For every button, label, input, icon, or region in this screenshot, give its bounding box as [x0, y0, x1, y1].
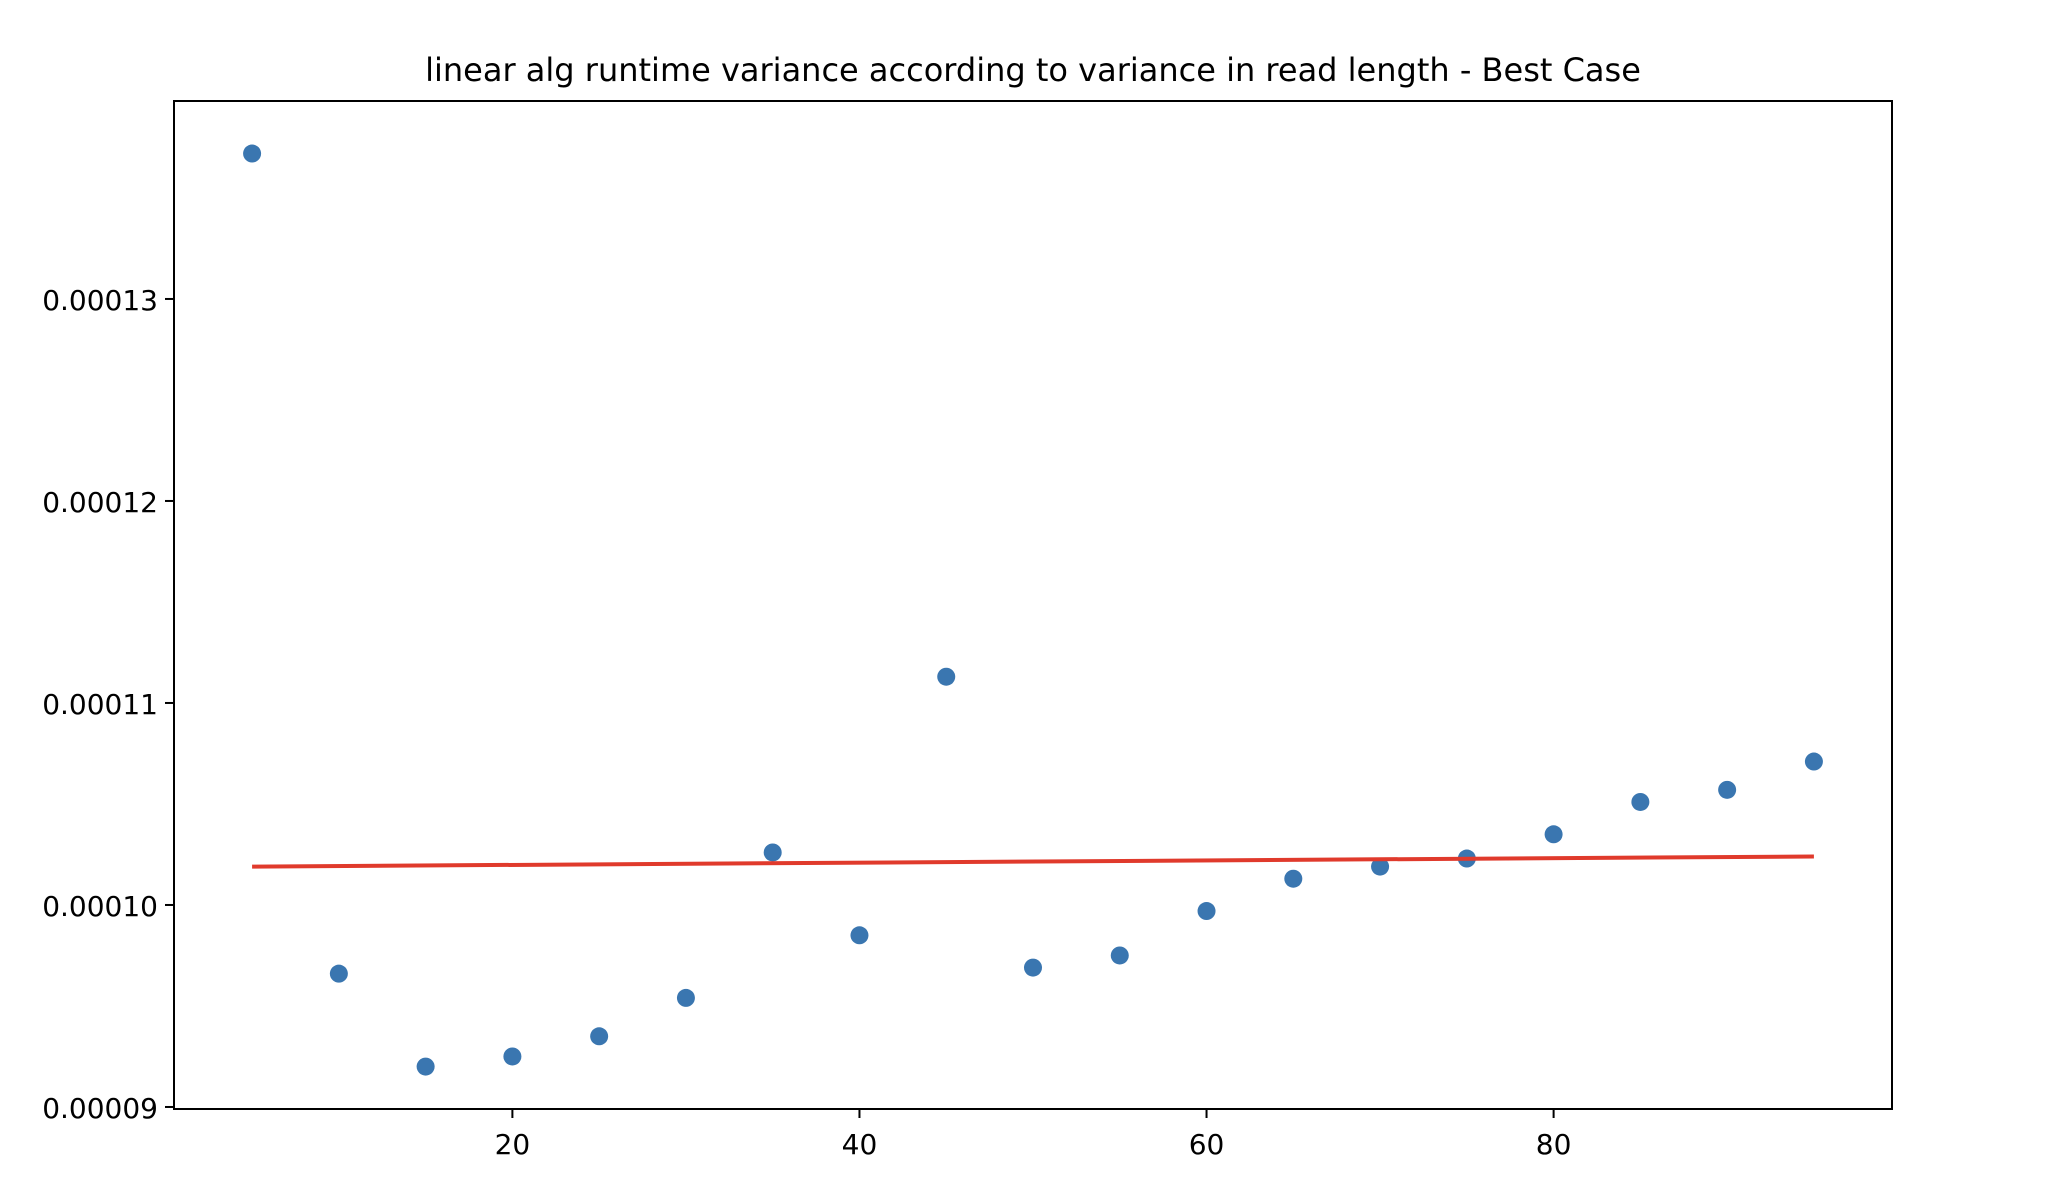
y-tick-label: 0.00011: [42, 688, 158, 721]
data-point: [1024, 958, 1042, 977]
x-tick-label: 80: [1536, 1128, 1572, 1161]
data-point: [503, 1047, 522, 1066]
data-point: [850, 926, 869, 945]
plot-frame: [173, 100, 1893, 1110]
data-point: [1284, 869, 1303, 888]
y-tick-label: 0.00013: [42, 284, 158, 317]
x-axis: 20 40 60 80: [495, 1109, 1572, 1161]
data-point: [329, 964, 348, 983]
y-tick-label: 0.00010: [42, 890, 158, 923]
y-axis: 0.00009 0.00010 0.00011 0.00012 0.00013: [42, 284, 174, 1125]
y-tick-label: 0.00009: [42, 1092, 158, 1125]
data-point: [1110, 946, 1129, 965]
x-tick-label: 60: [1189, 1128, 1225, 1161]
chart-title: linear alg runtime variance according to…: [425, 51, 1641, 89]
x-tick-label: 20: [495, 1128, 531, 1161]
data-point: [676, 988, 695, 1007]
data-point: [763, 843, 782, 862]
data-point: [1804, 752, 1823, 771]
y-tick-label: 0.00012: [42, 486, 158, 519]
plot-area: [243, 144, 1823, 1076]
data-point: [243, 144, 262, 163]
data-point: [1718, 780, 1737, 799]
data-point: [590, 1027, 609, 1046]
trend-line: [252, 854, 1814, 869]
data-point: [937, 667, 956, 686]
data-point: [1544, 825, 1563, 844]
x-tick-label: 40: [842, 1128, 878, 1161]
data-point: [416, 1057, 435, 1076]
data-point: [1371, 857, 1390, 876]
data-point: [1197, 902, 1216, 921]
data-point: [1631, 792, 1650, 811]
